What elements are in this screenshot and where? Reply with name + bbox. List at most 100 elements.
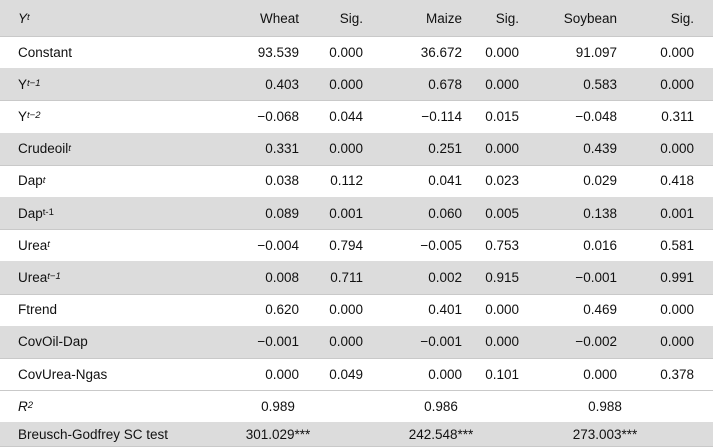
row-label-text: Y (18, 77, 27, 92)
row-label: Dap t (18, 165, 45, 197)
cell-soybean-sig: 0.311 (617, 100, 694, 132)
header-maize-sig: Sig. (462, 0, 519, 36)
cell-wheat: −0.004 (200, 229, 299, 261)
header-y-symbol: Y (18, 11, 27, 26)
breusch-godfrey-soybean: 273.003*** (537, 422, 673, 446)
cell-maize-sig: 0.000 (462, 294, 519, 326)
cell-maize: 0.401 (363, 294, 462, 326)
table-row: CovOil-Dap −0.001 0.000 −0.001 0.000 −0.002 0.… (0, 326, 713, 359)
cell-wheat: 0.331 (200, 133, 299, 165)
cell-soybean-sig: 0.000 (617, 68, 694, 100)
cell-soybean-sig: 0.581 (617, 229, 694, 261)
cell-maize: −0.005 (363, 229, 462, 261)
table-row: Dap t-1 0.089 0.001 0.060 0.005 0.138 0.001 (0, 197, 713, 230)
cell-soybean-sig: 0.001 (617, 197, 694, 229)
cell-soybean: 0.000 (519, 358, 617, 390)
cell-wheat: −0.068 (200, 100, 299, 132)
cell-wheat-sig: 0.794 (299, 229, 363, 261)
row-label: Dap t-1 (18, 197, 54, 229)
row-label: Ftrend (18, 294, 57, 326)
cell-soybean: 0.138 (519, 197, 617, 229)
row-label-text: Constant (18, 45, 72, 60)
table-row: Constant 93.539 0.000 36.672 0.000 91.097 0.00… (0, 36, 713, 69)
cell-maize-sig: 0.753 (462, 229, 519, 261)
r-squared-maize: 0.986 (373, 390, 509, 422)
row-label: CovOil-Dap (18, 326, 88, 358)
breusch-godfrey-wheat: 301.029*** (210, 422, 346, 446)
cell-wheat-sig: 0.001 (299, 197, 363, 229)
cell-maize-sig: 0.015 (462, 100, 519, 132)
cell-wheat-sig: 0.044 (299, 100, 363, 132)
cell-soybean: 0.439 (519, 133, 617, 165)
cell-soybean-sig: 0.378 (617, 358, 694, 390)
row-label-text: Dap (18, 206, 43, 221)
cell-wheat-sig: 0.000 (299, 68, 363, 100)
table-row: Ftrend 0.620 0.000 0.401 0.000 0.469 0.000 (0, 294, 713, 327)
cell-soybean: 0.029 (519, 165, 617, 197)
row-label-text: Dap (18, 173, 43, 188)
cell-maize: −0.114 (363, 100, 462, 132)
cell-soybean: 0.583 (519, 68, 617, 100)
r-squared-wheat: 0.989 (210, 390, 346, 422)
cell-soybean: −0.048 (519, 100, 617, 132)
row-label-text: Urea (18, 270, 47, 285)
cell-wheat: 0.089 (200, 197, 299, 229)
cell-maize-sig: 0.000 (462, 326, 519, 358)
header-maize: Maize (363, 0, 462, 36)
cell-wheat: 0.038 (200, 165, 299, 197)
breusch-godfrey-row: Breusch-Godfrey SC test 301.029*** 242.5… (0, 422, 713, 447)
row-label: Constant (18, 36, 72, 68)
cell-maize-sig: 0.000 (462, 133, 519, 165)
cell-maize-sig: 0.000 (462, 36, 519, 68)
header-soybean-sig: Sig. (617, 0, 694, 36)
cell-wheat: 0.000 (200, 358, 299, 390)
r-squared-soybean: 0.988 (537, 390, 673, 422)
cell-maize: 0.000 (363, 358, 462, 390)
cell-maize: 36.672 (363, 36, 462, 68)
cell-soybean: −0.002 (519, 326, 617, 358)
cell-maize-sig: 0.101 (462, 358, 519, 390)
cell-maize: 0.678 (363, 68, 462, 100)
row-label-text: Y (18, 109, 27, 124)
cell-wheat: 0.008 (200, 261, 299, 293)
cell-maize: 0.041 (363, 165, 462, 197)
cell-soybean-sig: 0.000 (617, 294, 694, 326)
cell-soybean-sig: 0.000 (617, 326, 694, 358)
cell-soybean: 91.097 (519, 36, 617, 68)
row-label-text: Urea (18, 238, 47, 253)
cell-wheat-sig: 0.000 (299, 326, 363, 358)
breusch-godfrey-maize: 242.548*** (373, 422, 509, 446)
table-row: CovUrea-Ngas 0.000 0.049 0.000 0.101 0.000 0.3… (0, 358, 713, 391)
cell-wheat: 0.403 (200, 68, 299, 100)
row-label-text: CovUrea-Ngas (18, 367, 107, 382)
row-label-text: CovOil-Dap (18, 334, 88, 349)
breusch-godfrey-label: Breusch-Godfrey SC test (18, 422, 168, 446)
r-squared-symbol: R (18, 399, 28, 414)
cell-maize: 0.060 (363, 197, 462, 229)
cell-soybean-sig: 0.991 (617, 261, 694, 293)
cell-wheat: 93.539 (200, 36, 299, 68)
cell-maize-sig: 0.000 (462, 68, 519, 100)
row-label-text: Crudeoil (18, 141, 68, 156)
cell-soybean-sig: 0.000 (617, 133, 694, 165)
row-label: Crudeoil t (18, 133, 71, 165)
cell-soybean-sig: 0.418 (617, 165, 694, 197)
cell-soybean: 0.016 (519, 229, 617, 261)
table-row: Urea t−1 0.008 0.711 0.002 0.915 −0.001 0.991 (0, 261, 713, 294)
cell-maize: 0.002 (363, 261, 462, 293)
header-wheat-sig: Sig. (299, 0, 363, 36)
cell-wheat: 0.620 (200, 294, 299, 326)
row-label: CovUrea-Ngas (18, 358, 107, 390)
cell-wheat-sig: 0.000 (299, 36, 363, 68)
row-label: Urea t (18, 229, 50, 261)
table-row: Dap t 0.038 0.112 0.041 0.023 0.029 0.418 (0, 165, 713, 198)
